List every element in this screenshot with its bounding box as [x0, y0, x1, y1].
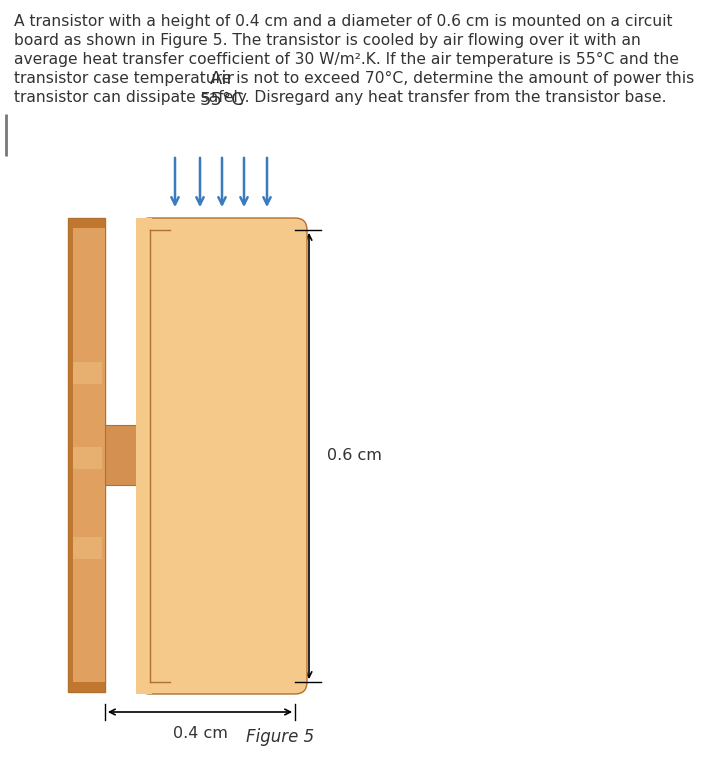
FancyBboxPatch shape [138, 218, 307, 694]
Text: A transistor with a height of 0.4 cm and a diameter of 0.6 cm is mounted on a ci: A transistor with a height of 0.4 cm and… [14, 14, 673, 29]
Text: transistor case temperature is not to exceed 70°C, determine the amount of power: transistor case temperature is not to ex… [14, 71, 694, 86]
Text: average heat transfer coefficient of 30 W/m².K. If the air temperature is 55°C a: average heat transfer coefficient of 30 … [14, 52, 679, 67]
Text: $T_s\leq70°\mathrm{C}$: $T_s\leq70°\mathrm{C}$ [172, 469, 250, 490]
Text: board as shown in Figure 5. The transistor is cooled by air flowing over it with: board as shown in Figure 5. The transist… [14, 33, 641, 48]
Bar [68, 218, 105, 692]
Bar [73, 537, 102, 559]
Bar [136, 218, 152, 694]
Bar [73, 362, 102, 384]
Text: 0.4 cm: 0.4 cm [172, 726, 227, 741]
Bar [73, 447, 102, 469]
Text: Air
55°C: Air 55°C [200, 70, 244, 109]
Text: Power: Power [186, 408, 236, 426]
Bar [73, 228, 105, 682]
Text: Figure 5: Figure 5 [246, 728, 314, 746]
Bar [105, 425, 150, 485]
Text: 0.6 cm: 0.6 cm [327, 449, 382, 463]
Text: transistor can dissipate safely. Disregard any heat transfer from the transistor: transistor can dissipate safely. Disrega… [14, 90, 666, 105]
Text: transistor: transistor [171, 438, 251, 456]
